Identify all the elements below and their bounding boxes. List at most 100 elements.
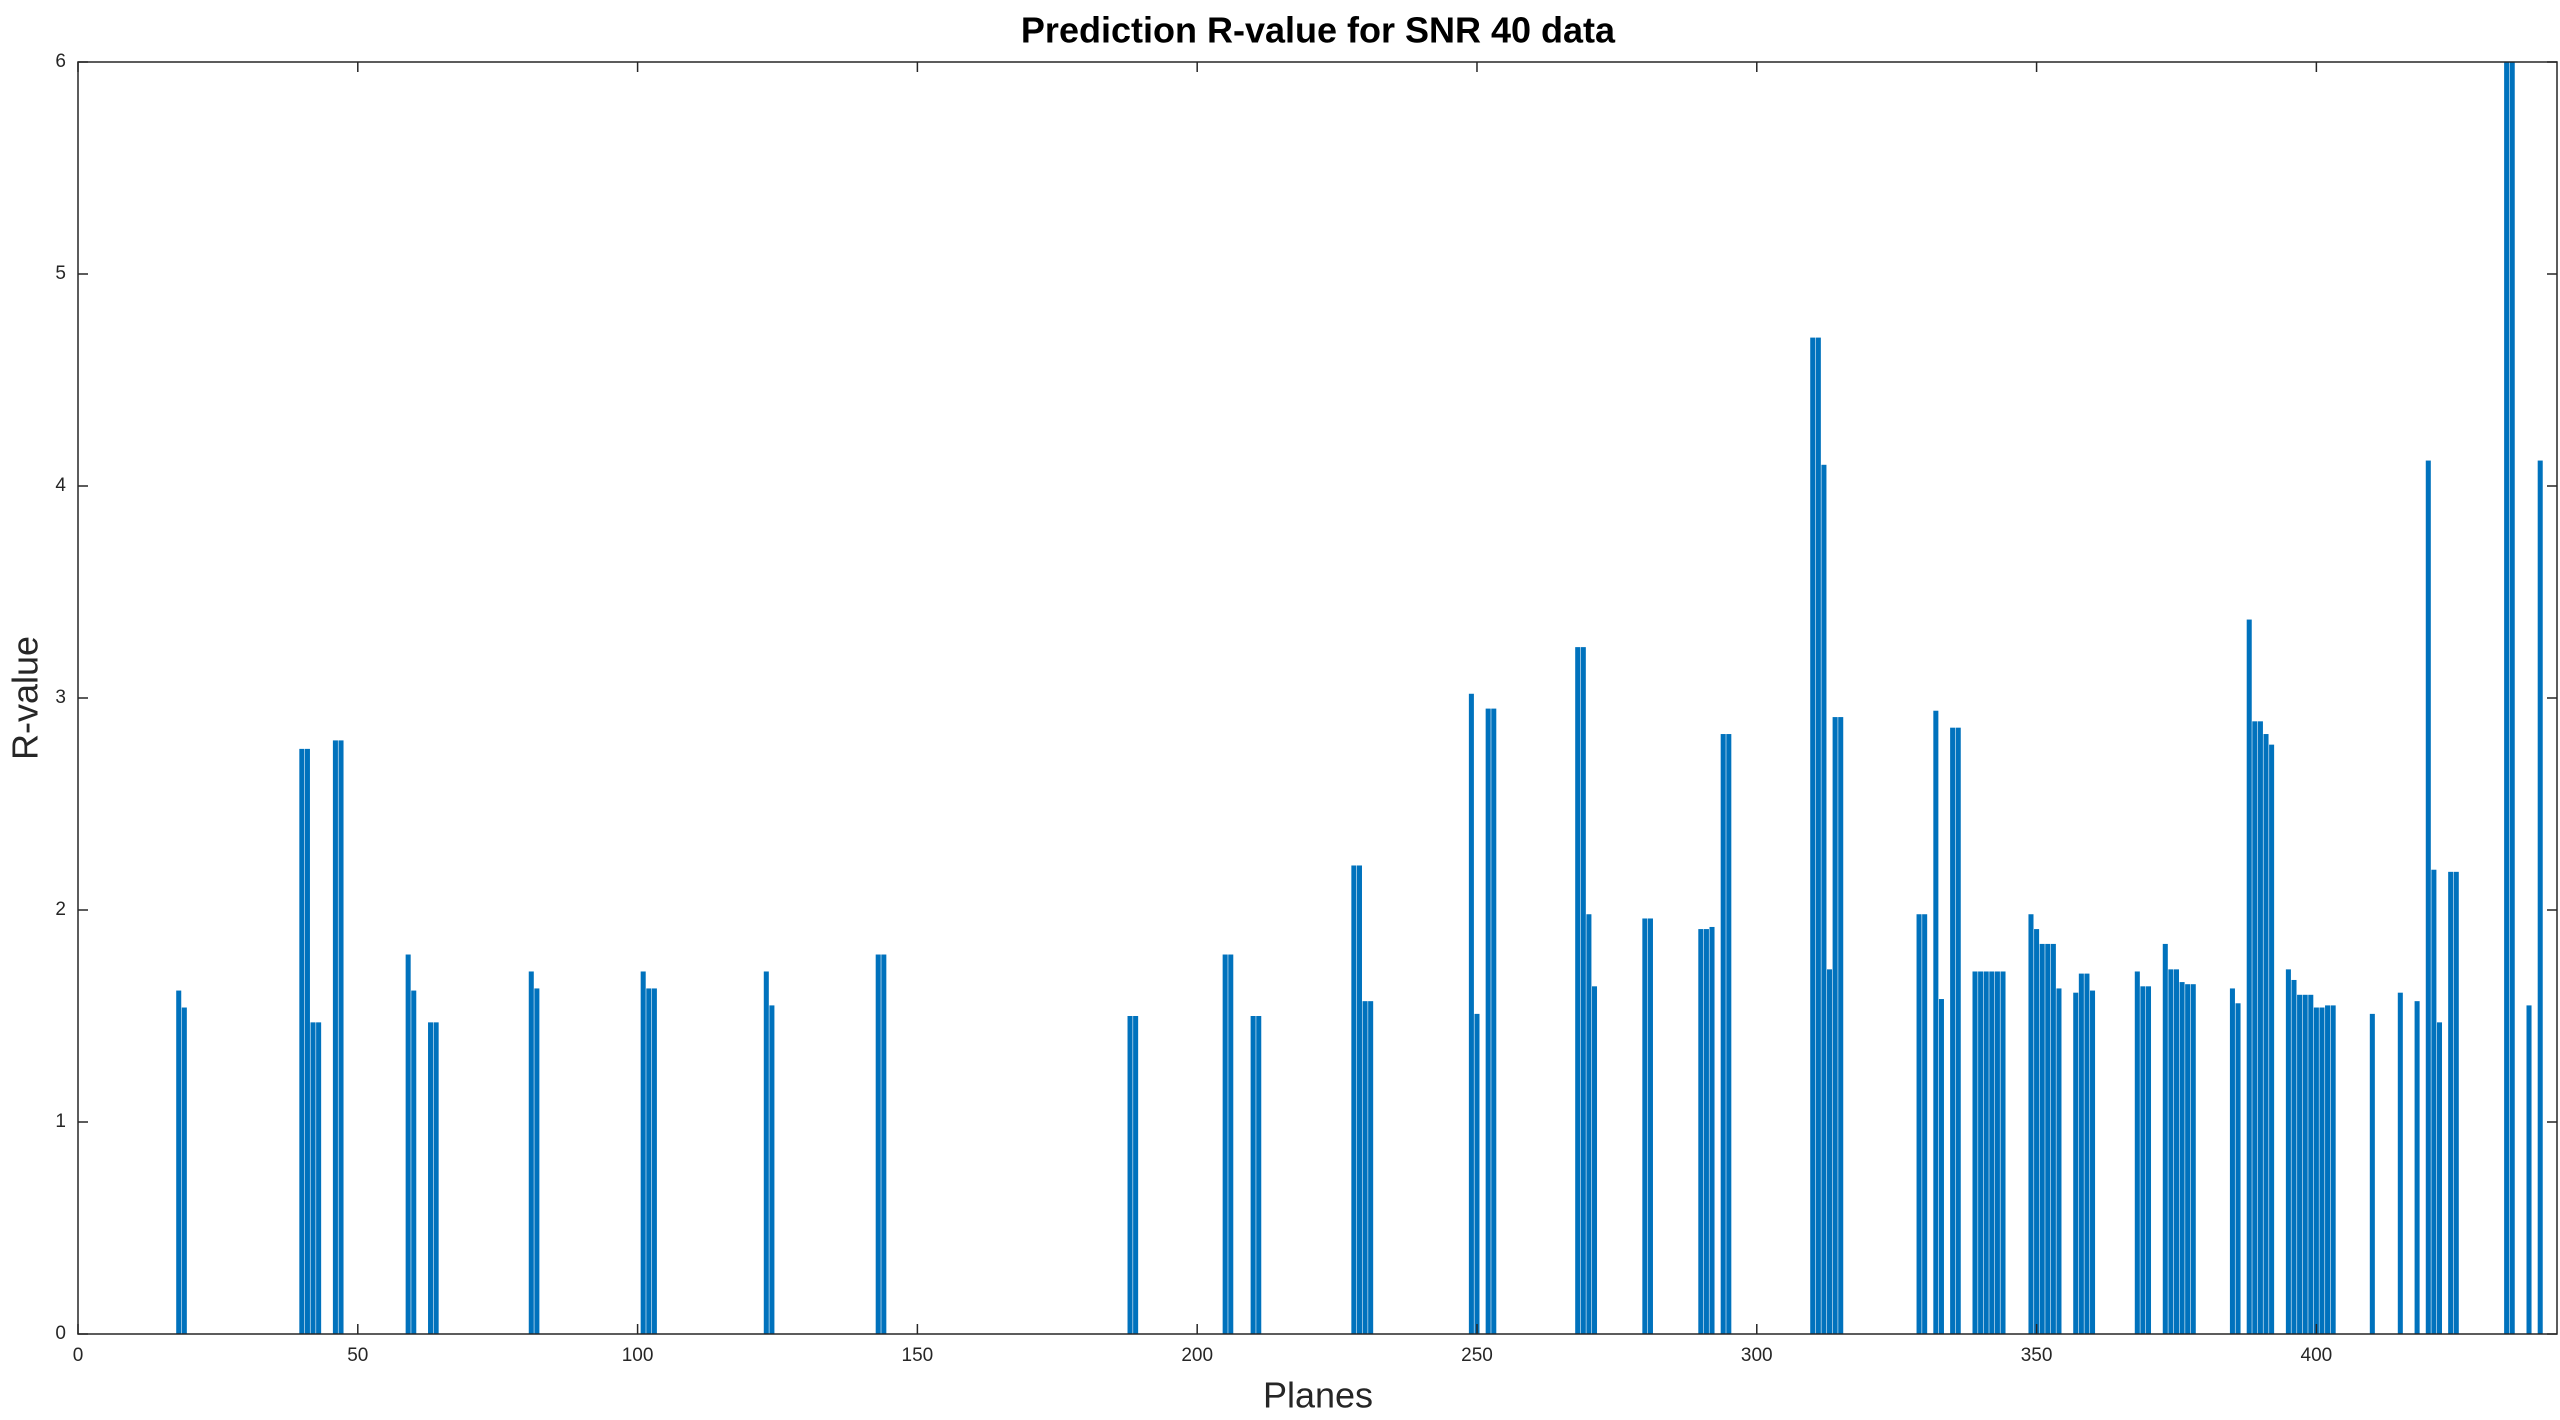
bar <box>1821 464 1827 1334</box>
bar <box>1351 865 1357 1334</box>
bar <box>1368 1001 1374 1334</box>
bar <box>181 1007 187 1334</box>
bar <box>2291 979 2297 1334</box>
bar <box>1983 971 1989 1334</box>
bar <box>1591 986 1598 1334</box>
bar <box>2140 986 2146 1334</box>
y-axis-label: R-value <box>5 636 46 760</box>
bar <box>1832 717 1838 1334</box>
bar <box>1726 734 1732 1334</box>
bar <box>1916 914 1922 1334</box>
bar <box>2190 984 2196 1334</box>
bar <box>1978 971 1984 1334</box>
bar <box>2179 982 2185 1334</box>
y-tick-label: 2 <box>55 899 66 920</box>
bar <box>405 954 411 1334</box>
y-tick-label: 0 <box>55 1323 66 1344</box>
bar <box>2319 1007 2325 1334</box>
bar <box>2078 973 2084 1334</box>
bar <box>2436 1022 2443 1334</box>
bar <box>316 1022 322 1334</box>
bar <box>2504 62 2510 1334</box>
bar <box>2285 969 2291 1334</box>
bar <box>2000 971 2006 1334</box>
bar <box>1575 647 1581 1334</box>
bar <box>433 1022 439 1334</box>
bar <box>1491 708 1497 1334</box>
bar <box>2050 943 2056 1334</box>
bar <box>2263 734 2269 1334</box>
bar <box>2325 1005 2331 1334</box>
bar <box>2369 1013 2375 1334</box>
bar <box>1703 929 1709 1334</box>
bar <box>534 988 540 1334</box>
bar <box>1222 954 1228 1334</box>
x-tick-label: 250 <box>1461 1345 1493 1366</box>
bar <box>1356 865 1362 1334</box>
x-tick-label: 150 <box>902 1345 934 1366</box>
x-axis-label: Planes <box>1263 1375 1373 1416</box>
bar <box>2235 1003 2241 1334</box>
bar <box>2257 721 2263 1334</box>
bar <box>1485 708 1491 1334</box>
bar <box>2330 1005 2336 1334</box>
bar <box>2134 971 2140 1334</box>
bar <box>2034 929 2040 1334</box>
bar <box>2425 460 2431 1334</box>
bar <box>2173 969 2179 1334</box>
x-tick-label: 400 <box>2301 1345 2333 1366</box>
bar <box>2162 943 2168 1334</box>
bar <box>2084 973 2090 1334</box>
bar <box>2056 988 2062 1334</box>
y-tick-label: 1 <box>55 1111 66 1132</box>
bar <box>2526 1005 2532 1334</box>
bar <box>2028 914 2034 1334</box>
bar <box>881 954 887 1334</box>
bar <box>2509 62 2515 1334</box>
bar <box>2269 744 2275 1334</box>
x-tick-label: 300 <box>1741 1345 1773 1366</box>
bar <box>2039 943 2045 1334</box>
bar <box>310 1022 316 1334</box>
bar <box>1922 914 1928 1334</box>
bar <box>1250 1016 1256 1334</box>
bar <box>2229 988 2235 1334</box>
bar <box>1720 734 1726 1334</box>
bar <box>1647 918 1653 1334</box>
bar <box>1256 1016 1262 1334</box>
x-tick-label: 0 <box>73 1345 84 1366</box>
y-tick-label: 5 <box>55 263 66 284</box>
bar <box>2453 871 2459 1334</box>
bar <box>763 971 769 1334</box>
bar <box>1642 918 1648 1334</box>
bar <box>2431 869 2437 1334</box>
bar <box>1698 929 1704 1334</box>
bar <box>1586 914 1592 1334</box>
bar <box>338 740 344 1334</box>
bar <box>332 740 338 1334</box>
x-tick-label: 50 <box>347 1345 368 1366</box>
bar <box>646 988 652 1334</box>
bar <box>1838 717 1844 1334</box>
bar <box>1950 727 1956 1334</box>
bar <box>1933 710 1939 1334</box>
bar <box>2414 1001 2420 1334</box>
bar <box>2297 994 2303 1334</box>
bar <box>1580 647 1586 1334</box>
bar <box>299 748 305 1334</box>
bar <box>2537 460 2543 1334</box>
bar <box>176 990 182 1334</box>
bar <box>304 748 310 1334</box>
bar <box>2168 969 2174 1334</box>
bar <box>1127 1016 1133 1334</box>
bar <box>1468 693 1474 1334</box>
bar <box>428 1022 434 1334</box>
bar <box>1228 954 1234 1334</box>
y-tick-label: 6 <box>55 51 66 72</box>
bar <box>1827 969 1833 1334</box>
bar <box>2302 994 2308 1334</box>
bar <box>1474 1013 1480 1334</box>
bar <box>1709 926 1715 1334</box>
